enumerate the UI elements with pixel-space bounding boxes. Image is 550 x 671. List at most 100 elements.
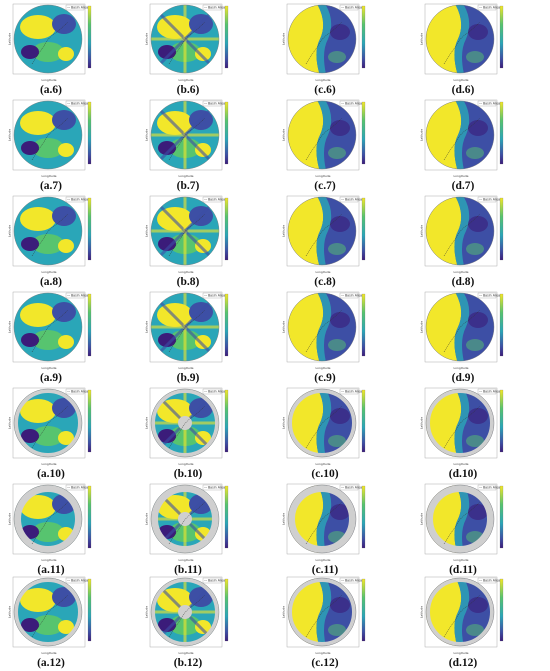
panel-cell: Basin Area Longitude Latitude (a.7): [8, 98, 145, 194]
legend-label: Basin Area: [208, 102, 225, 106]
colorbar: [87, 197, 92, 261]
x-axis-label: Longitude: [316, 270, 331, 274]
colorbar: [499, 197, 504, 261]
panel-caption: (d.11): [449, 564, 477, 576]
colorbar: [361, 485, 366, 549]
legend-label: Basin Area: [345, 198, 362, 202]
legend-label: Basin Area: [483, 6, 500, 10]
colorbar: [361, 578, 366, 642]
legend-label: Basin Area: [208, 390, 225, 394]
y-axis-label: Latitude: [8, 129, 12, 142]
y-axis-label: Latitude: [420, 606, 424, 619]
y-axis-label: Latitude: [8, 321, 12, 334]
colorbar: [361, 197, 366, 261]
radar-map-panel: Basin Area Longitude Latitude: [420, 195, 504, 274]
radar-map-panel: Basin Area Longitude Latitude: [420, 387, 504, 466]
panel-caption: (d.12): [448, 657, 478, 669]
colorbar: [361, 389, 366, 453]
x-axis-label: Longitude: [42, 174, 57, 178]
colorbar: [224, 197, 229, 261]
panel-caption: (a.9): [39, 372, 63, 384]
legend-label: Basin Area: [483, 198, 500, 202]
radar-map-panel: Basin Area Longitude Latitude: [420, 576, 504, 655]
colorbar: [499, 485, 504, 549]
colorbar: [361, 293, 366, 357]
x-axis-label: Longitude: [316, 462, 331, 466]
colorbar: [224, 293, 229, 357]
x-axis-label: Longitude: [42, 366, 57, 370]
panel-cell: Basin Area Longitude Latitude (d.8): [420, 194, 550, 290]
y-axis-label: Latitude: [420, 417, 424, 430]
y-axis-label: Latitude: [282, 513, 286, 526]
y-axis-label: Latitude: [282, 33, 286, 46]
panel-caption: (c.11): [311, 564, 339, 576]
panel-caption: (c.10): [311, 468, 339, 480]
legend-label: Basin Area: [208, 6, 225, 10]
y-axis-label: Latitude: [420, 513, 424, 526]
x-axis-label: Longitude: [179, 174, 194, 178]
legend-label: Basin Area: [208, 198, 225, 202]
x-axis-label: Longitude: [179, 651, 194, 655]
x-axis-label: Longitude: [316, 174, 331, 178]
x-axis-label: Longitude: [454, 174, 469, 178]
y-axis-label: Latitude: [420, 33, 424, 46]
y-axis-label: Latitude: [282, 606, 286, 619]
radar-map-panel: Basin Area Longitude Latitude: [8, 195, 92, 274]
x-axis-label: Longitude: [42, 651, 57, 655]
legend-label: Basin Area: [71, 294, 88, 298]
legend-label: Basin Area: [71, 102, 88, 106]
legend-label: Basin Area: [345, 102, 362, 106]
panel-cell: Basin Area Longitude Latitude (c.9): [282, 290, 419, 386]
radar-map-panel: Basin Area Longitude Latitude: [145, 291, 229, 370]
colorbar: [224, 578, 229, 642]
panel-cell: Basin Area Longitude Latitude (b.6): [145, 2, 282, 98]
panel-caption: (b.8): [176, 276, 200, 288]
x-axis-label: Longitude: [454, 366, 469, 370]
radar-map-panel: Basin Area Longitude Latitude: [145, 483, 229, 562]
panel-caption: (c.9): [314, 372, 336, 384]
legend-label: Basin Area: [483, 486, 500, 490]
radar-map-panel: Basin Area Longitude Latitude: [8, 99, 92, 178]
panel-cell: Basin Area Longitude Latitude (b.8): [145, 194, 282, 290]
panel-caption: (c.7): [314, 180, 336, 192]
panel-cell: Basin Area Longitude Latitude (c.10): [282, 386, 419, 482]
y-axis-label: Latitude: [282, 417, 286, 430]
x-axis-label: Longitude: [42, 558, 57, 562]
panel-caption: (b.7): [176, 180, 200, 192]
x-axis-label: Longitude: [454, 462, 469, 466]
panel-caption: (b.10): [173, 468, 203, 480]
colorbar: [499, 389, 504, 453]
x-axis-label: Longitude: [454, 558, 469, 562]
panel-cell: Basin Area Longitude Latitude (d.6): [420, 2, 550, 98]
y-axis-label: Latitude: [145, 513, 149, 526]
panel-caption: (a.6): [39, 84, 63, 96]
radar-map-panel: Basin Area Longitude Latitude: [145, 99, 229, 178]
colorbar: [87, 293, 92, 357]
panel-cell: Basin Area Longitude Latitude (d.11): [420, 482, 550, 578]
y-axis-label: Latitude: [282, 225, 286, 238]
panel-caption: (b.6): [176, 84, 200, 96]
panel-cell: Basin Area Longitude Latitude (a.12): [8, 575, 145, 671]
panel-caption: (b.12): [173, 657, 203, 669]
x-axis-label: Longitude: [179, 462, 194, 466]
colorbar: [499, 293, 504, 357]
panel-caption: (d.9): [451, 372, 475, 384]
panel-cell: Basin Area Longitude Latitude (c.12): [282, 575, 419, 671]
x-axis-label: Longitude: [42, 462, 57, 466]
legend-label: Basin Area: [208, 579, 225, 583]
panel-caption: (c.6): [314, 84, 336, 96]
panel-cell: Basin Area Longitude Latitude (d.10): [420, 386, 550, 482]
legend-label: Basin Area: [483, 102, 500, 106]
radar-map-panel: Basin Area Longitude Latitude: [145, 576, 229, 655]
radar-map-panel: Basin Area Longitude Latitude: [420, 483, 504, 562]
panel-cell: Basin Area Longitude Latitude (a.11): [8, 482, 145, 578]
x-axis-label: Longitude: [179, 366, 194, 370]
radar-map-panel: Basin Area Longitude Latitude: [420, 291, 504, 370]
panel-cell: Basin Area Longitude Latitude (c.7): [282, 98, 419, 194]
panel-caption: (c.8): [314, 276, 336, 288]
legend-label: Basin Area: [345, 6, 362, 10]
panel-caption: (c.12): [311, 657, 339, 669]
colorbar: [87, 389, 92, 453]
panel-cell: Basin Area Longitude Latitude (a.8): [8, 194, 145, 290]
legend-label: Basin Area: [483, 390, 500, 394]
